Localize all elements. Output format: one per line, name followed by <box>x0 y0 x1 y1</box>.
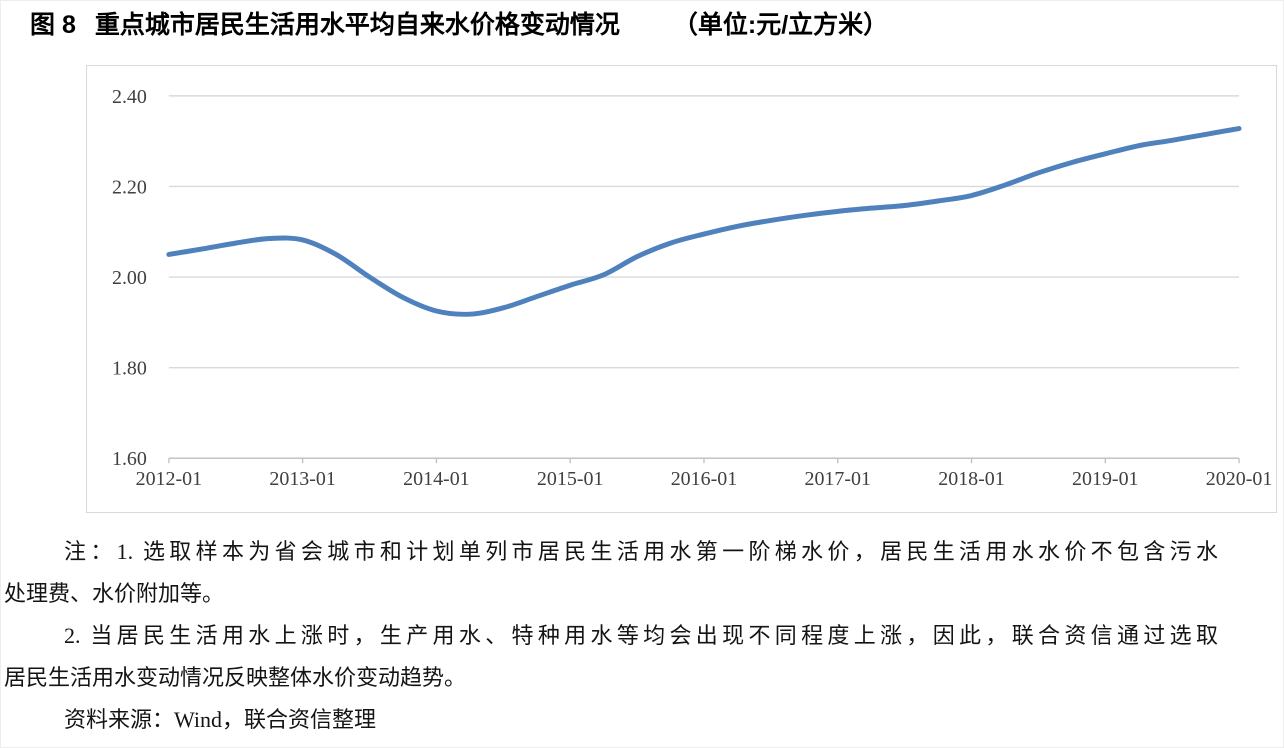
figure-notes: 注：1. 选取样本为省会城市和计划单列市居民生活用水第一阶梯水价，居民生活用水水… <box>4 531 1218 741</box>
x-tick-label: 2020-01 <box>1206 468 1272 490</box>
y-tick-label: 2.20 <box>112 176 147 198</box>
x-tick-label: 2019-01 <box>1072 468 1138 490</box>
x-tick-label: 2018-01 <box>938 468 1004 490</box>
x-tick-label: 2012-01 <box>136 468 202 490</box>
figure-unit-label: （单位:元/立方米） <box>672 11 889 39</box>
price-line <box>166 126 1242 317</box>
y-tick-label: 1.60 <box>112 448 147 470</box>
x-tick-label: 2014-01 <box>403 468 469 490</box>
x-tick-label: 2016-01 <box>671 468 737 490</box>
note-1-line-2: 处理费、水价附加等。 <box>4 581 225 606</box>
x-tick-label: 2017-01 <box>804 468 870 490</box>
figure-number: 图 8 <box>30 11 76 39</box>
note-1-line-1: 注：1. 选取样本为省会城市和计划单列市居民生活用水第一阶梯水价，居民生活用水水… <box>64 539 1218 564</box>
y-tick-label: 2.40 <box>112 86 147 108</box>
data-source: 资料来源：Wind，联合资信整理 <box>64 707 376 732</box>
x-tick-label: 2015-01 <box>537 468 603 490</box>
note-2-line-1: 2. 当居民生活用水上涨时，生产用水、特种用水等均会出现不同程度上涨，因此，联合… <box>64 623 1218 648</box>
chart-area: 2.40 2.20 2.00 1.80 1.60 2012-01 2013-01 2014-0… <box>86 65 1277 513</box>
x-tick-label: 2013-01 <box>269 468 335 490</box>
y-tick-label: 1.80 <box>112 358 147 380</box>
y-tick-label: 2.00 <box>112 267 147 289</box>
note-2-line-2: 居民生活用水变动情况反映整体水价变动趋势。 <box>4 665 467 690</box>
figure-title-text: 重点城市居民生活用水平均自来水价格变动情况 <box>94 11 620 39</box>
figure-title: 图 8 重点城市居民生活用水平均自来水价格变动情况 （单位:元/立方米） <box>30 5 888 41</box>
